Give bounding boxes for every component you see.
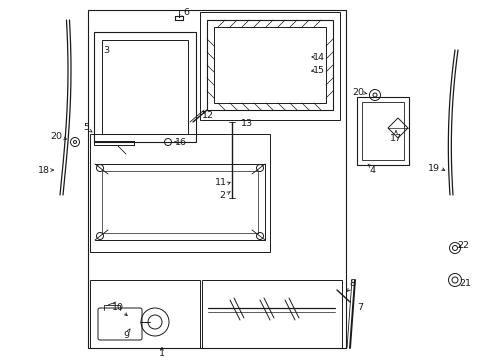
Text: 7: 7 — [356, 303, 362, 312]
Bar — [88, 10, 346, 348]
Text: 5: 5 — [83, 122, 89, 131]
Text: 4: 4 — [368, 166, 374, 175]
Bar — [202, 280, 341, 348]
Text: 10: 10 — [112, 303, 124, 312]
Text: 1: 1 — [159, 350, 164, 359]
Bar — [102, 40, 187, 134]
Bar — [214, 27, 325, 103]
Text: 20: 20 — [50, 131, 62, 140]
Text: 17: 17 — [389, 134, 401, 143]
Text: 8: 8 — [348, 279, 354, 288]
Text: 22: 22 — [456, 242, 468, 251]
Bar — [206, 20, 332, 110]
Text: 6: 6 — [183, 8, 189, 17]
Text: 19: 19 — [427, 163, 439, 172]
Text: 9: 9 — [123, 332, 129, 341]
Bar — [200, 12, 339, 120]
Text: 13: 13 — [241, 118, 253, 127]
Text: 20: 20 — [351, 87, 363, 96]
Bar — [361, 102, 403, 160]
Text: 14: 14 — [312, 53, 325, 62]
Text: 18: 18 — [38, 166, 50, 175]
Bar — [90, 134, 269, 252]
Text: 16: 16 — [175, 138, 186, 147]
Text: 21: 21 — [458, 279, 470, 288]
Bar — [94, 32, 196, 142]
Text: 3: 3 — [103, 45, 109, 54]
Bar — [90, 280, 200, 348]
Bar — [356, 97, 408, 165]
Text: 2: 2 — [219, 190, 224, 199]
Text: 11: 11 — [215, 177, 226, 186]
Text: 15: 15 — [312, 66, 325, 75]
Text: 12: 12 — [202, 111, 214, 120]
